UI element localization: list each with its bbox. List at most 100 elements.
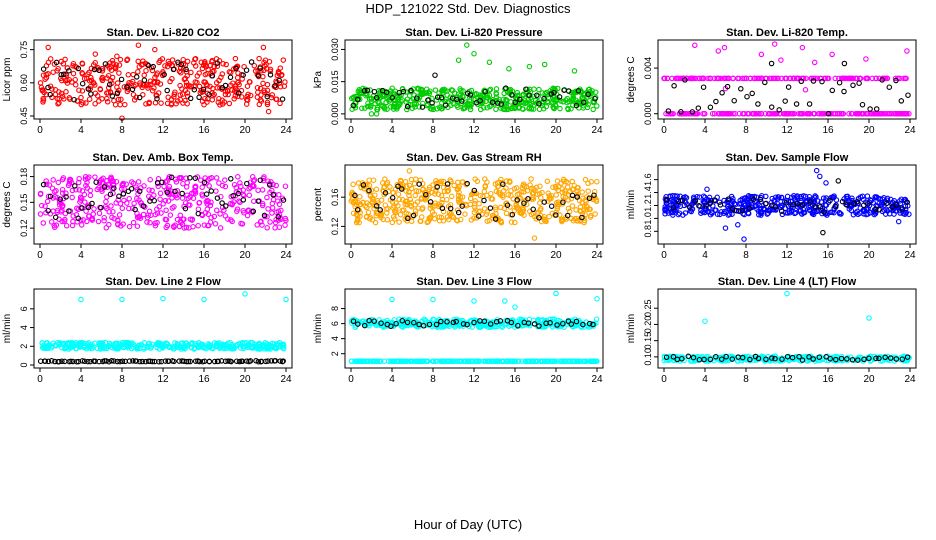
data-point [553, 212, 559, 218]
data-point [411, 319, 417, 326]
data-point [538, 205, 544, 212]
data-point [664, 75, 671, 82]
data-point [747, 356, 753, 363]
data-point [103, 358, 109, 364]
data-point [793, 75, 800, 82]
data-point [361, 322, 368, 329]
data-point [408, 218, 415, 225]
data-point [85, 71, 91, 77]
data-point [59, 358, 65, 365]
x-tick-label: 16 [198, 125, 210, 136]
data-point [119, 205, 126, 212]
data-point [586, 195, 593, 201]
x-tick-label: 20 [863, 250, 875, 261]
data-point [563, 178, 569, 185]
data-point [158, 210, 164, 216]
data-point [472, 198, 478, 204]
data-point [375, 210, 381, 217]
data-point [484, 209, 491, 215]
data-point [191, 86, 198, 93]
data-point [93, 179, 99, 185]
data-point [173, 179, 180, 185]
data-point [584, 206, 590, 213]
data-point [536, 101, 542, 107]
panel-title: Stan. Dev. Sample Flow [726, 152, 849, 164]
data-point [207, 342, 214, 349]
data-point [487, 205, 494, 211]
data-point [670, 212, 676, 218]
data-point [180, 345, 186, 351]
data-point [741, 195, 748, 202]
data-point [355, 321, 361, 327]
data-point [239, 340, 246, 347]
data-point [404, 358, 410, 364]
x-tick-label: 24 [280, 125, 292, 136]
data-point [124, 57, 130, 64]
data-point [745, 210, 752, 217]
data-point [136, 188, 143, 195]
data-point [141, 344, 147, 351]
data-point [55, 179, 62, 186]
data-point [251, 183, 257, 190]
data-point [37, 211, 44, 217]
data-point [723, 353, 729, 360]
data-point [185, 342, 192, 348]
data-point [438, 105, 445, 112]
data-point [372, 219, 379, 226]
data-point [524, 187, 531, 194]
data-point [881, 195, 887, 201]
data-point [45, 44, 51, 51]
data-point [63, 72, 70, 78]
data-point [731, 97, 737, 104]
data-point [562, 190, 568, 196]
plot-frame [33, 164, 293, 245]
data-point [526, 63, 533, 70]
data-point [178, 61, 184, 68]
data-point [849, 357, 856, 363]
data-point [241, 63, 247, 70]
data-point [389, 94, 396, 101]
data-point [373, 94, 380, 101]
data-point [772, 355, 778, 362]
y-axis-label: ml/min [313, 314, 324, 343]
data-point [227, 201, 234, 207]
data-point [451, 182, 457, 189]
data-point [682, 77, 688, 83]
data-point [348, 358, 355, 364]
data-point [670, 354, 677, 360]
data-point [121, 197, 127, 204]
data-point [226, 100, 233, 107]
data-point [56, 358, 62, 365]
data-point [527, 358, 533, 364]
data-point [77, 197, 84, 203]
data-point [432, 87, 439, 93]
data-point [861, 356, 867, 363]
data-point [729, 356, 736, 362]
data-point [391, 101, 397, 108]
data-point [876, 355, 882, 362]
x-tick-label: 16 [822, 250, 834, 261]
data-point [55, 101, 61, 107]
data-point [246, 192, 253, 199]
data-point [75, 179, 82, 186]
data-point [436, 214, 443, 220]
data-point [40, 220, 47, 226]
data-point [374, 358, 381, 364]
data-point [149, 358, 156, 365]
data-point [439, 205, 446, 212]
data-point [443, 358, 450, 364]
x-tick-label: 4 [78, 374, 84, 385]
data-point [662, 203, 668, 210]
data-point [254, 222, 260, 228]
data-point [376, 90, 383, 97]
data-point [183, 69, 190, 75]
data-point [728, 193, 735, 200]
data-point [493, 206, 499, 213]
data-point [80, 100, 86, 106]
data-point [228, 176, 234, 182]
data-point [75, 65, 82, 72]
data-point [679, 355, 685, 362]
series-points [662, 167, 912, 242]
data-point [213, 188, 219, 194]
